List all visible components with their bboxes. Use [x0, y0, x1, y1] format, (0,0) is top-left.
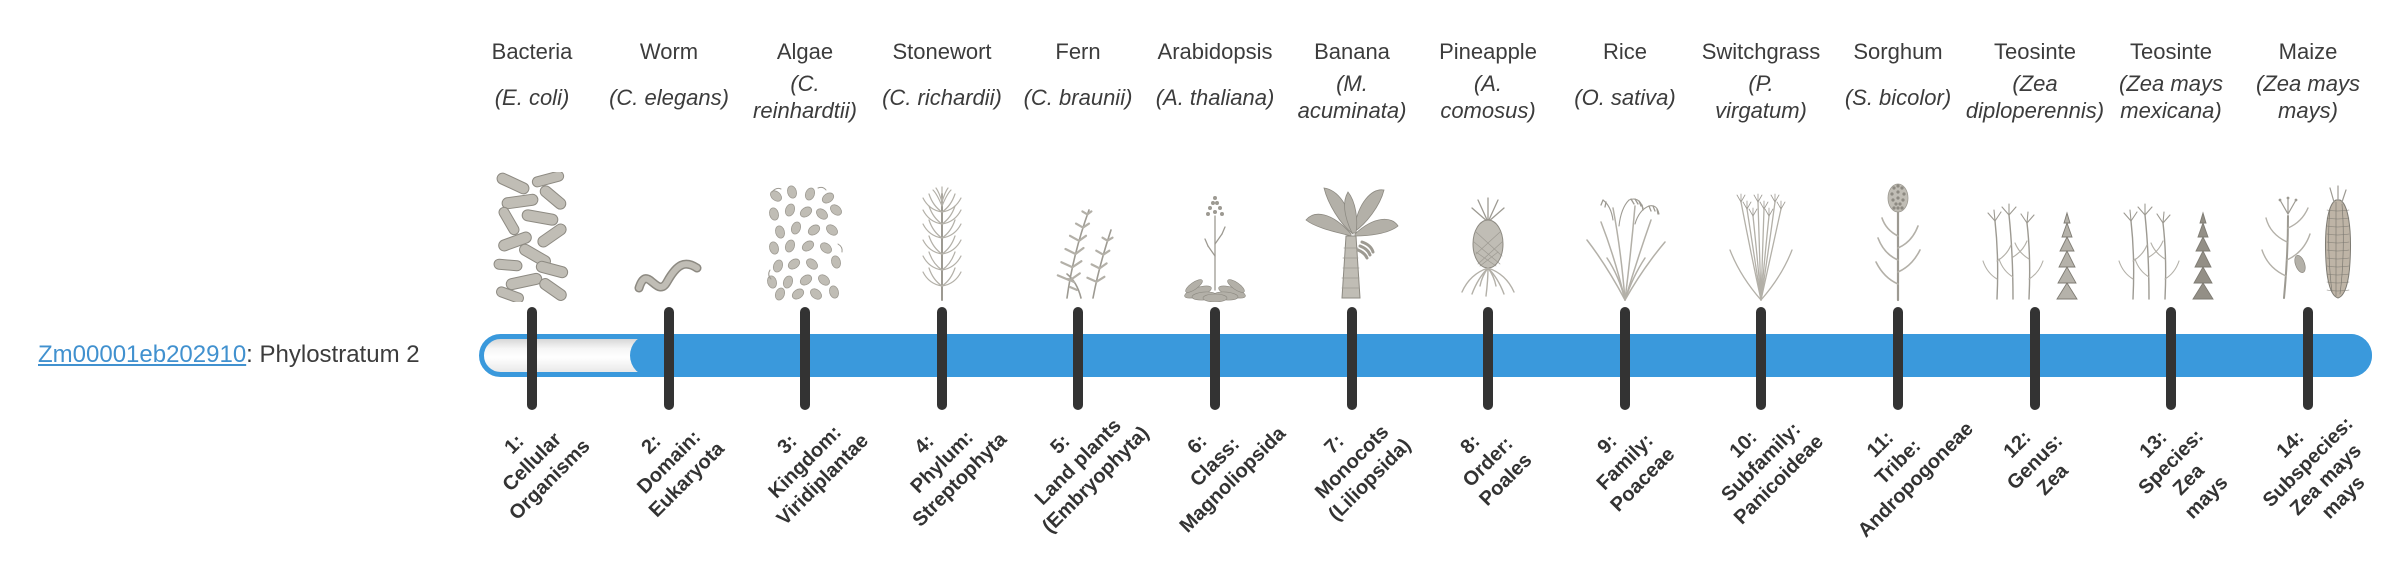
phylostratum-tick [664, 307, 674, 410]
organism-name: Rice [1602, 39, 1648, 64]
organism-species-line: (O. sativa) [1574, 84, 1676, 110]
banana-icon [1304, 176, 1400, 302]
stage-label: 1: Cellular Organisms [469, 399, 596, 526]
organism-species: (C. braunii) [1024, 64, 1133, 130]
organism-species: (C. reinhardtii) [753, 64, 857, 130]
organism-species: (Zea mays mays) [2256, 64, 2360, 130]
stage-label: 13: Species: Zea mays [2116, 407, 2245, 536]
organism-species: (C. elegans) [609, 64, 729, 130]
gene-phylostratum-text: : Phylostratum 2 [246, 341, 420, 368]
stage-label: 4: Phylum: Streptophyta [872, 392, 1012, 532]
stage-label: 9: Family: Poaceae [1570, 407, 1680, 517]
phylostratum-tick [2303, 307, 2313, 410]
organism-species-line: virgatum) [1715, 98, 1807, 123]
organism-species-line: (E. coli) [494, 84, 570, 110]
stonewort-icon [915, 182, 969, 302]
phylostratum-tick [1893, 307, 1903, 410]
organism-species-line: (A. [1473, 71, 1503, 96]
phylostratum-tick [800, 307, 810, 410]
organism-name: Pineapple [1439, 39, 1537, 64]
rice-icon [1579, 180, 1671, 302]
phylostratum-tick [2166, 307, 2176, 410]
organism-species-line: (Zea [2012, 71, 2058, 96]
arabidopsis-icon [1180, 190, 1250, 303]
organism-species: (A. thaliana) [1156, 64, 1275, 130]
phylostratum-tick [937, 307, 947, 410]
organism-name: Worm [639, 39, 699, 64]
fern-icon [1033, 190, 1123, 302]
worm-icon [633, 244, 705, 302]
organism-species-line: (C. braunii) [1023, 84, 1133, 110]
gene-link[interactable]: Zm00001eb202910 [38, 341, 247, 368]
organism-name: Fern [1055, 39, 1101, 64]
organism-name: Sorghum [1853, 39, 1943, 64]
stage-label: 8: Order: Poales [1439, 413, 1538, 512]
organism-species: (Zea mays mexicana) [2119, 64, 2223, 130]
phylostratum-tick [527, 307, 537, 410]
organism-species-line: (C. elegans) [609, 84, 729, 110]
phylostratum-tick [2030, 307, 2040, 410]
sorghum-icon [1872, 180, 1924, 302]
organism-species-line: (S. bicolor) [1844, 84, 1952, 110]
organism-species-line: (M. [1336, 71, 1368, 96]
organism-species-line: (C. [790, 71, 820, 96]
organism-name: Algae [776, 39, 834, 64]
phylostratum-tick [1620, 307, 1630, 410]
organism-species: (O. sativa) [1574, 64, 1675, 130]
organism-name: Bacteria [491, 39, 573, 64]
organism-species-line: (C. richardii) [882, 84, 1002, 110]
organism-species-line: (P. [1748, 71, 1774, 96]
teosinte-mexicana-icon [2115, 187, 2227, 302]
organism-species: (P. virgatum) [1715, 64, 1807, 130]
organism-name: Switchgrass [1701, 39, 1821, 64]
maize-icon [2256, 176, 2360, 302]
organism-species: (E. coli) [495, 64, 570, 130]
organism-species-line: diploperennis) [1965, 98, 2105, 123]
gene-label: Zm00001eb202910: Phylostratum 2 [38, 341, 420, 369]
stage-label: 12: Genus: Zea [1985, 412, 2087, 514]
stage-label: 7: Monocots (Liliopsida) [1288, 398, 1416, 526]
phylostratum-tick [1210, 307, 1220, 410]
stage-label: 3: Kingdom: Viridiplantae [737, 394, 875, 532]
organism-species: (S. bicolor) [1845, 64, 1951, 130]
timeline-fill [630, 334, 2372, 377]
organism-name: Arabidopsis [1157, 39, 1273, 64]
organism-name: Teosinte [2130, 39, 2212, 64]
phylostratum-tick [1483, 307, 1493, 410]
teosinte-diploperennis-icon [1979, 187, 2091, 302]
stage-label: 10: Subfamily: Panicoideae [1694, 395, 1830, 531]
organism-species: (Zea diploperennis) [1966, 64, 2104, 130]
organism-species: (M. acuminata) [1298, 64, 1407, 130]
organism-species-line: mays) [2278, 98, 2338, 123]
pineapple-icon [1460, 186, 1516, 302]
stage-label: 2: Domain: Eukaryota [609, 402, 730, 523]
organism-species: (A. comosus) [1440, 64, 1535, 130]
organism-species-line: comosus) [1440, 98, 1536, 123]
organism-species-line: reinhardtii) [753, 98, 857, 123]
bacteria-icon [492, 170, 572, 304]
organism-species: (C. richardii) [882, 64, 1002, 130]
phylostratum-tick [1073, 307, 1083, 410]
organism-species-line: mexicana) [2120, 98, 2222, 123]
organism-species-line: (Zea mays [2119, 71, 2223, 96]
switchgrass-icon [1722, 176, 1800, 302]
organism-name: Banana [1314, 39, 1390, 64]
phylostratum-tick [1756, 307, 1766, 410]
stage-label: 14: Subspecies: Zea mays mays [2240, 394, 2394, 548]
organism-species-line: (Zea mays [2256, 71, 2360, 96]
organism-name: Maize [2278, 39, 2338, 64]
organism-name: Stonewort [892, 39, 992, 64]
phylostratum-tick [1347, 307, 1357, 410]
organism-species-line: (A. thaliana) [1155, 84, 1275, 110]
algae-icon [766, 184, 844, 302]
organism-name: Teosinte [1994, 39, 2076, 64]
organism-species-line: acuminata) [1297, 98, 1407, 123]
